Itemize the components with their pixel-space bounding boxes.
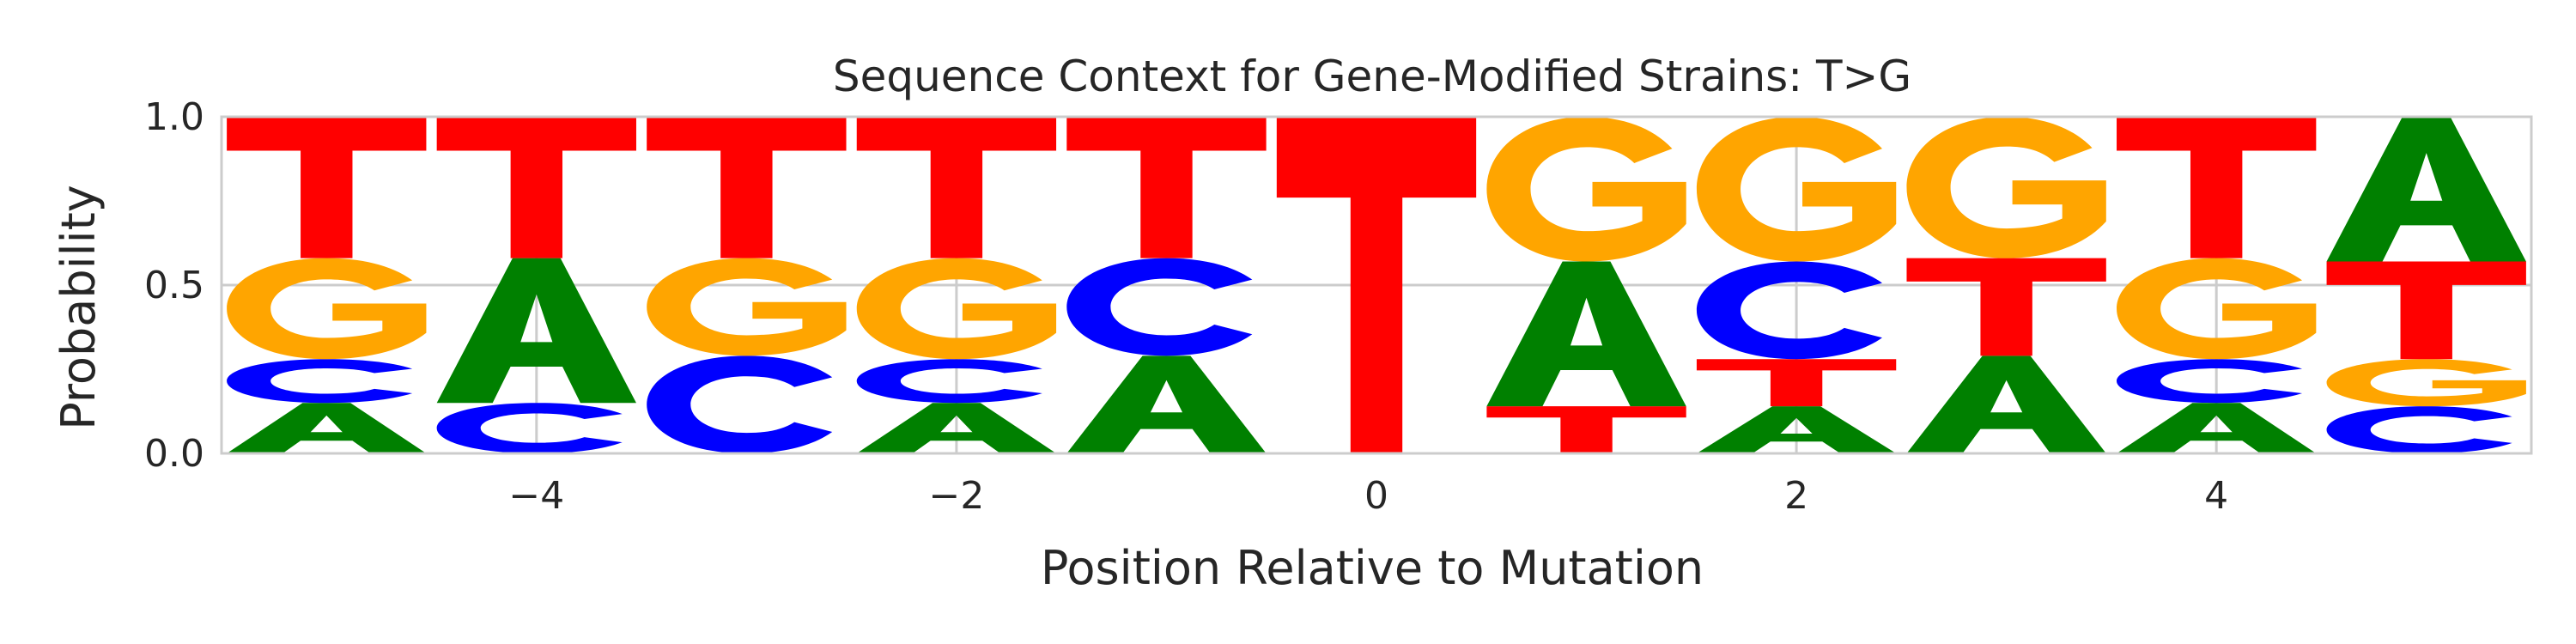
logo-letter-T (2117, 117, 2317, 258)
logo-letter-C (856, 359, 1042, 404)
y-tick-label: 0.5 (144, 264, 204, 307)
logo-layer (227, 117, 2526, 453)
x-tick-label: 4 (2204, 474, 2228, 518)
x-tick-label: 0 (1364, 474, 1388, 518)
x-tick-label: 2 (1784, 474, 1808, 518)
logo-letter-A (1486, 261, 1686, 407)
plot-frame (220, 115, 2533, 455)
x-tick-label: −2 (928, 474, 984, 518)
logo-letter-G (227, 258, 427, 360)
logo-letter-T (436, 117, 636, 258)
logo-letter-G (2117, 258, 2317, 360)
x-tick-label: −4 (508, 474, 564, 518)
logo-letter-G (647, 258, 847, 356)
logo-letter-A (1906, 355, 2106, 453)
logo-letter-T (856, 117, 1057, 258)
logo-letter-T (1066, 117, 1267, 258)
logo-letter-G (1486, 117, 1686, 262)
logo-letter-A (2117, 403, 2317, 453)
logo-letter-G (2326, 359, 2526, 407)
y-tick-label: 0.0 (144, 432, 204, 476)
logo-letter-C (2326, 406, 2512, 453)
logo-letter-G (856, 258, 1057, 360)
logo-letter-T (1696, 359, 1897, 407)
logo-letter-T (1906, 258, 2106, 356)
logo-letter-T (1486, 406, 1686, 453)
logo-letter-T (647, 117, 847, 258)
logo-letter-T (1276, 117, 1477, 453)
logo-letter-A (1696, 406, 1897, 453)
logo-letter-A (436, 258, 636, 404)
logo-letter-A (1066, 355, 1267, 453)
logo-letter-A (856, 403, 1057, 453)
logo-letter-C (647, 355, 833, 453)
logo-letter-C (1696, 261, 1882, 360)
logo-letter-T (2326, 261, 2526, 360)
logo-letter-T (227, 117, 427, 258)
logo-letter-C (2117, 359, 2303, 404)
logo-letter-C (1066, 258, 1253, 356)
logo-letter-G (1906, 117, 2106, 258)
logo-letter-A (2326, 117, 2526, 262)
logo-letter-C (227, 359, 413, 404)
logo-letter-A (227, 403, 427, 453)
y-tick-label: 1.0 (144, 95, 204, 139)
y-axis-label: Probability (52, 185, 106, 429)
chart-title: Sequence Context for Gene-Modified Strai… (833, 52, 1911, 101)
x-axis-label: Position Relative to Mutation (1041, 541, 1704, 595)
logo-letter-G (1696, 117, 1897, 262)
plot-border (220, 115, 2533, 455)
tick-labels: −4 −2 0 2 4 0.0 0.5 1.0 (144, 95, 2228, 518)
logo-letter-C (436, 403, 623, 453)
